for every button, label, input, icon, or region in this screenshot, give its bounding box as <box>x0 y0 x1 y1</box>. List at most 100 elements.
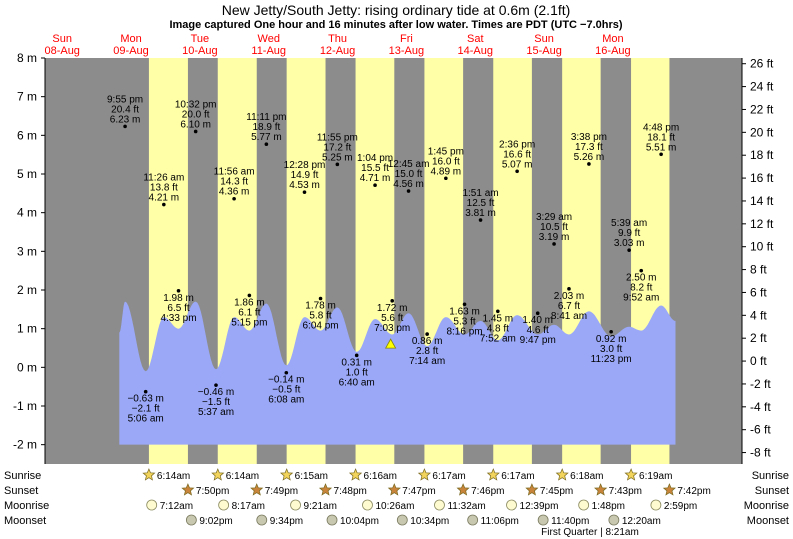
day-label-dow-4: Thu <box>328 33 347 45</box>
right-tick-label-10: 12 ft <box>750 217 774 231</box>
sunrise-icon-6 <box>555 468 569 481</box>
tide-label-19-1: 5.3 ft <box>453 316 475 327</box>
sunset-icon-4 <box>456 483 470 496</box>
day-label-dow-3: Wed <box>258 33 280 45</box>
moonset-time-6: 12:20am <box>622 516 661 527</box>
left-tick-label-6: 4 m <box>17 206 37 220</box>
tide-label-22-1: 16.6 ft <box>503 149 531 160</box>
right-tick-label-5: 2 ft <box>750 331 767 345</box>
tide-point-11 <box>318 296 323 301</box>
moonrise-time-0: 7:12am <box>160 501 193 512</box>
tide-label-25-2: 8:41 am <box>551 311 587 322</box>
sunset-time-7: 7:42pm <box>677 486 710 497</box>
sunrise-time-6: 6:18am <box>570 471 603 482</box>
moonrise-row-label-right: Moonrise <box>744 500 789 512</box>
moonset-icon-0 <box>185 514 197 526</box>
moonrise-time-3: 10:26am <box>375 501 414 512</box>
sunrise-row-label-right: Sunrise <box>752 470 789 482</box>
day-label-date-6: 14-Aug <box>458 45 493 57</box>
day-label-dow-8: Mon <box>602 33 623 45</box>
right-tick-label-4: 0 ft <box>750 354 767 368</box>
left-tick-label-8: 6 m <box>17 128 37 142</box>
right-tick-label-7: 6 ft <box>750 285 767 299</box>
left-tick-label-5: 3 m <box>17 244 37 258</box>
moonrise-icon-7 <box>650 499 662 511</box>
moonrise-icon-6 <box>578 499 590 511</box>
tide-label-0-0: 9:55 pm <box>107 94 143 105</box>
tide-point-8 <box>264 142 269 147</box>
tide-label-11-2: 6:04 pm <box>302 321 338 332</box>
tide-label-23-2: 9:47 pm <box>520 335 556 346</box>
moonrise-icon-0 <box>146 499 158 511</box>
moonrise-time-6: 1:48pm <box>592 501 625 512</box>
tide-label-9-0: −0.14 m <box>268 375 304 386</box>
tide-curve <box>119 301 676 445</box>
tide-point-0 <box>123 124 127 129</box>
tide-label-28-1: 9.9 ft <box>618 228 640 239</box>
tide-label-1-2: 5:06 am <box>128 414 164 425</box>
tide-point-6 <box>232 196 236 201</box>
tide-label-27-0: 0.92 m <box>596 334 627 345</box>
tide-label-12-2: 5.25 m <box>322 152 353 163</box>
sunrise-icon-3 <box>348 468 363 481</box>
day-label-dow-6: Sat <box>467 33 484 45</box>
sunset-icon-5 <box>525 483 539 496</box>
tide-label-24-2: 3.19 m <box>539 232 570 243</box>
right-tick-label-9: 10 ft <box>750 240 774 254</box>
tide-label-22-2: 5.07 m <box>502 159 533 170</box>
moonset-icon-6 <box>608 514 620 526</box>
right-tick-label-2: -4 ft <box>750 400 771 414</box>
tide-label-29-0: 2.50 m <box>626 273 657 284</box>
right-tick-label-6: 4 ft <box>750 308 767 322</box>
sunset-time-5: 7:45pm <box>540 486 573 497</box>
tide-label-17-0: 0.86 m <box>412 336 443 347</box>
sunset-time-2: 7:48pm <box>334 486 367 497</box>
tide-label-15-0: 1.72 m <box>377 303 408 314</box>
tide-label-12-1: 17.2 ft <box>323 142 351 153</box>
current-tide-marker <box>384 338 397 349</box>
moonrise-time-4: 11:32am <box>447 501 485 512</box>
tide-label-1-1: −2.1 ft <box>132 404 160 415</box>
day-label-dow-2: Tue <box>191 33 210 45</box>
tide-label-21-0: 1.45 m <box>483 313 514 324</box>
sunset-icon-2 <box>318 483 333 496</box>
sunset-icon-6 <box>594 483 608 496</box>
left-tick-label-2: 0 m <box>17 360 37 374</box>
tide-point-17 <box>425 332 429 336</box>
tide-point-15 <box>390 299 395 303</box>
right-tick-label-16: 24 ft <box>750 80 774 94</box>
tide-label-11-0: 1.78 m <box>305 301 336 312</box>
tide-label-11-1: 5.8 ft <box>309 311 331 322</box>
sunrise-icon-1 <box>211 468 225 481</box>
moonrise-icon-2 <box>290 499 301 511</box>
tide-label-27-2: 11:23 pm <box>591 354 632 365</box>
tide-label-25-0: 2.03 m <box>554 291 585 302</box>
left-tick-label-0: -2 m <box>13 438 37 452</box>
tide-label-30-2: 5.51 m <box>646 142 677 153</box>
tide-label-4-0: 10:32 pm <box>175 99 217 110</box>
day-label-date-0: 08-Aug <box>44 45 79 57</box>
tide-label-16-1: 15.0 ft <box>395 169 423 180</box>
tide-label-15-2: 7:03 pm <box>374 323 410 334</box>
tide-label-10-2: 4.53 m <box>289 180 320 191</box>
tide-point-22 <box>515 169 519 174</box>
sunrise-icon-7 <box>624 468 638 481</box>
tide-label-2-0: 11:26 am <box>143 173 184 184</box>
day-label-date-7: 15-Aug <box>526 45 561 57</box>
tide-label-3-0: 1.98 m <box>163 293 194 304</box>
tide-point-16 <box>406 189 411 193</box>
tide-label-26-1: 17.3 ft <box>575 142 603 153</box>
day-label-dow-1: Mon <box>120 33 141 45</box>
moonset-row-label: Moonset <box>4 515 46 527</box>
tide-label-24-1: 10.5 ft <box>540 222 568 233</box>
right-tick-label-3: -2 ft <box>750 377 771 391</box>
day-label-dow-0: Sun <box>52 33 72 45</box>
day-label-date-4: 12-Aug <box>320 45 355 57</box>
chart-title: New Jetty/South Jetty: rising ordinary t… <box>222 2 571 18</box>
right-tick-label-17: 26 ft <box>750 57 774 71</box>
tide-label-16-2: 4.56 m <box>393 179 424 190</box>
moonset-icon-5 <box>537 514 549 526</box>
tide-point-19 <box>462 302 467 307</box>
left-tick-label-10: 8 m <box>17 51 37 65</box>
